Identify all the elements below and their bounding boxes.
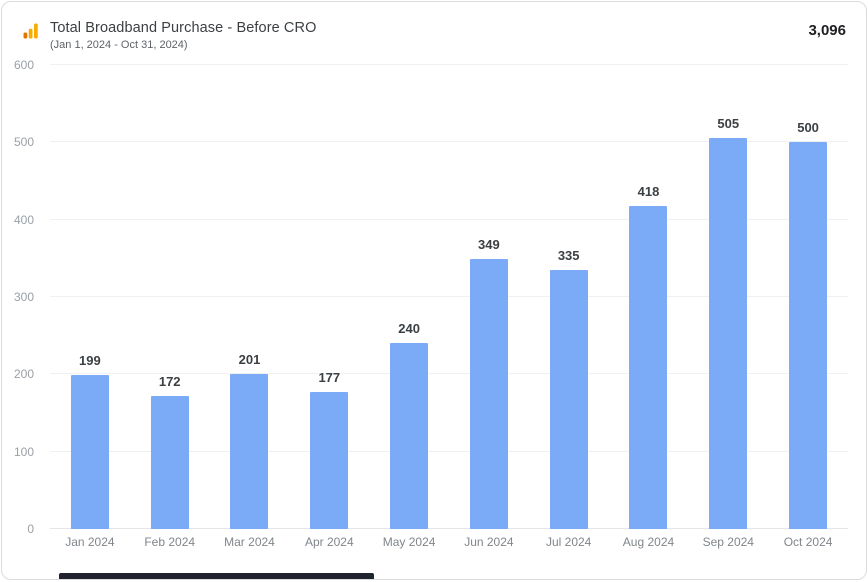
bar-column: 418	[609, 65, 689, 529]
x-axis-label: Mar 2024	[224, 535, 275, 549]
bar-column: 199	[50, 65, 130, 529]
bar-value-label: 177	[318, 370, 341, 386]
chart-date-range: (Jan 1, 2024 - Oct 31, 2024)	[50, 39, 188, 51]
bar-jun-2024[interactable]	[469, 259, 508, 529]
bar-column: 500	[768, 65, 848, 529]
gridline	[50, 373, 848, 375]
y-axis-label: 100	[13, 444, 34, 459]
x-axis-label: May 2024	[382, 535, 436, 549]
bar-column: 505	[688, 65, 768, 529]
x-axis-label: Sep 2024	[702, 535, 754, 549]
bar-value-label: 201	[238, 351, 261, 367]
y-axis-label: 600	[13, 58, 34, 72]
gridline	[50, 450, 848, 452]
bar-column: 349	[449, 65, 529, 529]
gridline	[50, 296, 848, 297]
bar-column: 172	[130, 65, 210, 529]
x-axis-label: Jan 2024	[65, 535, 115, 549]
chart-header: Total Broadband Purchase - Before CRO (J…	[2, 2, 866, 60]
bar-column: 201	[210, 65, 290, 529]
horizontal-scrollbar-thumb[interactable]	[59, 573, 374, 579]
y-axis: 0 100 200 300 400 500 600	[2, 58, 42, 536]
bar-column: 240	[369, 65, 449, 529]
x-axis: Jan 2024 Feb 2024 Mar 2024 Apr 2024 May 2024…	[50, 535, 848, 555]
y-axis-label: 400	[13, 212, 34, 227]
bar-value-label: 349	[478, 237, 500, 253]
y-axis-label: 0	[27, 522, 34, 536]
plot-area: 199 172 201 177 240 349 335 418 505 500	[50, 64, 848, 529]
bar-jan-2024[interactable]	[70, 375, 109, 529]
bar-mar-2024[interactable]	[230, 373, 269, 529]
bar-column: 177	[289, 65, 369, 529]
bar-feb-2024[interactable]	[150, 396, 189, 529]
bar-value-label: 418	[637, 183, 660, 199]
bar-value-label: 500	[797, 120, 819, 136]
chart-title: Total Broadband Purchase - Before CRO	[50, 20, 317, 36]
x-axis-label: Aug 2024	[622, 535, 675, 549]
bar-oct-2024[interactable]	[789, 142, 828, 529]
bar-aug-2024[interactable]	[629, 205, 668, 529]
total-value: 3,096	[808, 22, 846, 39]
x-axis-label: Oct 2024	[783, 535, 833, 549]
bar-value-label: 335	[557, 247, 580, 263]
gridline	[50, 141, 848, 143]
bar-column: 335	[529, 65, 609, 529]
x-axis-label: Feb 2024	[144, 535, 196, 549]
analytics-bars-icon	[22, 22, 40, 45]
bar-jul-2024[interactable]	[549, 269, 588, 529]
bar-sep-2024[interactable]	[709, 138, 748, 529]
y-axis-label: 200	[13, 367, 34, 382]
x-axis-label: Apr 2024	[304, 535, 354, 549]
bar-value-label: 240	[398, 321, 420, 337]
bar-series: 199 172 201 177 240 349 335 418 505 500	[50, 65, 848, 529]
y-axis-label: 300	[13, 290, 34, 304]
x-axis-label: Jun 2024	[464, 535, 514, 549]
gridline	[50, 218, 848, 220]
bar-value-label: 505	[717, 116, 740, 132]
bar-apr-2024[interactable]	[310, 392, 349, 529]
gridline	[50, 528, 848, 529]
bar-may-2024[interactable]	[390, 343, 429, 529]
gridline	[50, 64, 848, 65]
bar-value-label: 172	[158, 374, 181, 389]
title-block: Total Broadband Purchase - Before CRO (J…	[50, 20, 808, 51]
x-axis-label: Jul 2024	[545, 535, 592, 549]
y-axis-label: 500	[13, 135, 34, 150]
bar-value-label: 199	[79, 353, 101, 369]
